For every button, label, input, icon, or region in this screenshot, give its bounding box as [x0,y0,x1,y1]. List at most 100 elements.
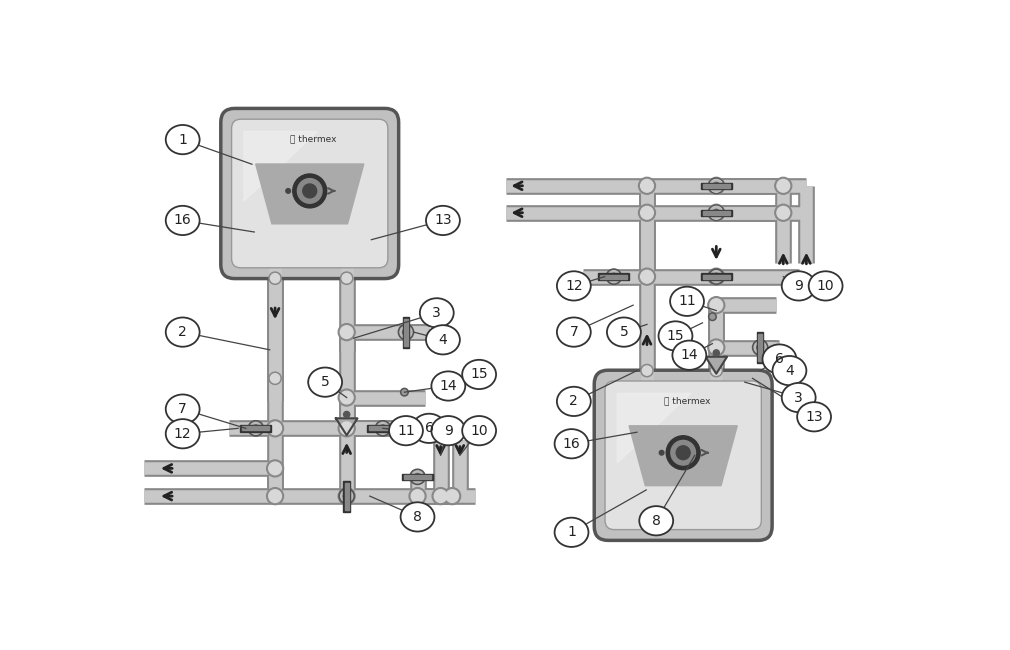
Text: 5: 5 [321,375,329,389]
Circle shape [338,389,356,406]
Bar [759,334,763,361]
Circle shape [710,299,722,311]
Polygon shape [706,357,727,374]
Circle shape [401,388,408,396]
Ellipse shape [773,356,806,385]
Text: 9: 9 [794,279,803,293]
Circle shape [267,460,284,477]
Circle shape [710,365,722,377]
Ellipse shape [426,325,460,354]
Bar [368,425,398,432]
Circle shape [775,204,792,221]
Circle shape [710,270,722,283]
Bar [403,317,409,348]
Circle shape [338,488,356,504]
Bar [344,482,348,510]
Ellipse shape [463,360,496,389]
Circle shape [338,324,356,341]
Circle shape [340,326,352,338]
Circle shape [340,422,353,435]
Circle shape [411,471,423,483]
Text: 5: 5 [619,325,628,339]
Bar [701,209,731,216]
FancyBboxPatch shape [221,109,399,279]
Text: 7: 7 [179,402,187,416]
Circle shape [709,205,724,220]
Circle shape [249,422,262,434]
Bar [701,183,731,189]
Circle shape [709,178,724,194]
Text: 6: 6 [424,421,433,436]
Circle shape [340,490,352,502]
Ellipse shape [389,416,423,445]
Text: 10: 10 [471,424,488,437]
Circle shape [342,328,351,337]
Circle shape [271,374,280,383]
Circle shape [709,313,716,320]
FancyBboxPatch shape [231,119,388,268]
Text: 3: 3 [794,391,803,404]
Circle shape [640,270,653,283]
Ellipse shape [431,416,466,445]
Circle shape [710,341,722,354]
Circle shape [293,174,326,208]
Bar [599,274,629,280]
Text: 3: 3 [432,306,441,320]
Circle shape [710,207,722,219]
Text: 12: 12 [174,427,192,441]
Circle shape [775,177,792,194]
Circle shape [713,183,720,189]
Circle shape [640,272,653,284]
Ellipse shape [659,321,693,350]
Text: 4: 4 [785,363,794,378]
Polygon shape [243,131,317,202]
Circle shape [638,177,655,194]
Circle shape [269,372,281,384]
Bar [600,274,627,279]
Circle shape [403,329,409,335]
Bar [756,332,764,363]
Circle shape [667,436,700,470]
Circle shape [708,268,725,285]
Circle shape [713,350,719,356]
Text: 15: 15 [667,329,685,343]
Circle shape [777,179,790,192]
Ellipse shape [670,287,704,316]
Ellipse shape [782,271,816,300]
Ellipse shape [639,506,673,536]
Circle shape [777,207,790,219]
Bar [703,211,730,215]
Circle shape [377,422,389,434]
Circle shape [267,488,284,504]
Circle shape [708,177,725,194]
Circle shape [606,269,621,284]
Circle shape [338,420,356,437]
Circle shape [297,179,322,203]
Text: 15: 15 [471,367,488,382]
Bar [242,426,270,430]
Circle shape [712,343,721,352]
Polygon shape [256,164,364,224]
Circle shape [252,425,260,432]
Circle shape [343,493,350,500]
Polygon shape [629,426,737,486]
Bar [402,474,433,480]
Ellipse shape [166,206,200,235]
Circle shape [710,179,722,192]
Circle shape [677,446,690,460]
Circle shape [342,393,351,402]
Text: 11: 11 [397,424,415,437]
Circle shape [248,421,264,436]
Circle shape [340,391,352,404]
Circle shape [303,184,317,198]
Bar [240,425,272,432]
Circle shape [340,391,353,404]
Ellipse shape [557,387,591,416]
Ellipse shape [166,419,200,448]
Ellipse shape [557,271,591,300]
Circle shape [608,270,620,283]
Bar [404,318,408,346]
Text: 6: 6 [775,352,784,366]
Text: 12: 12 [565,279,583,293]
Polygon shape [617,393,691,463]
